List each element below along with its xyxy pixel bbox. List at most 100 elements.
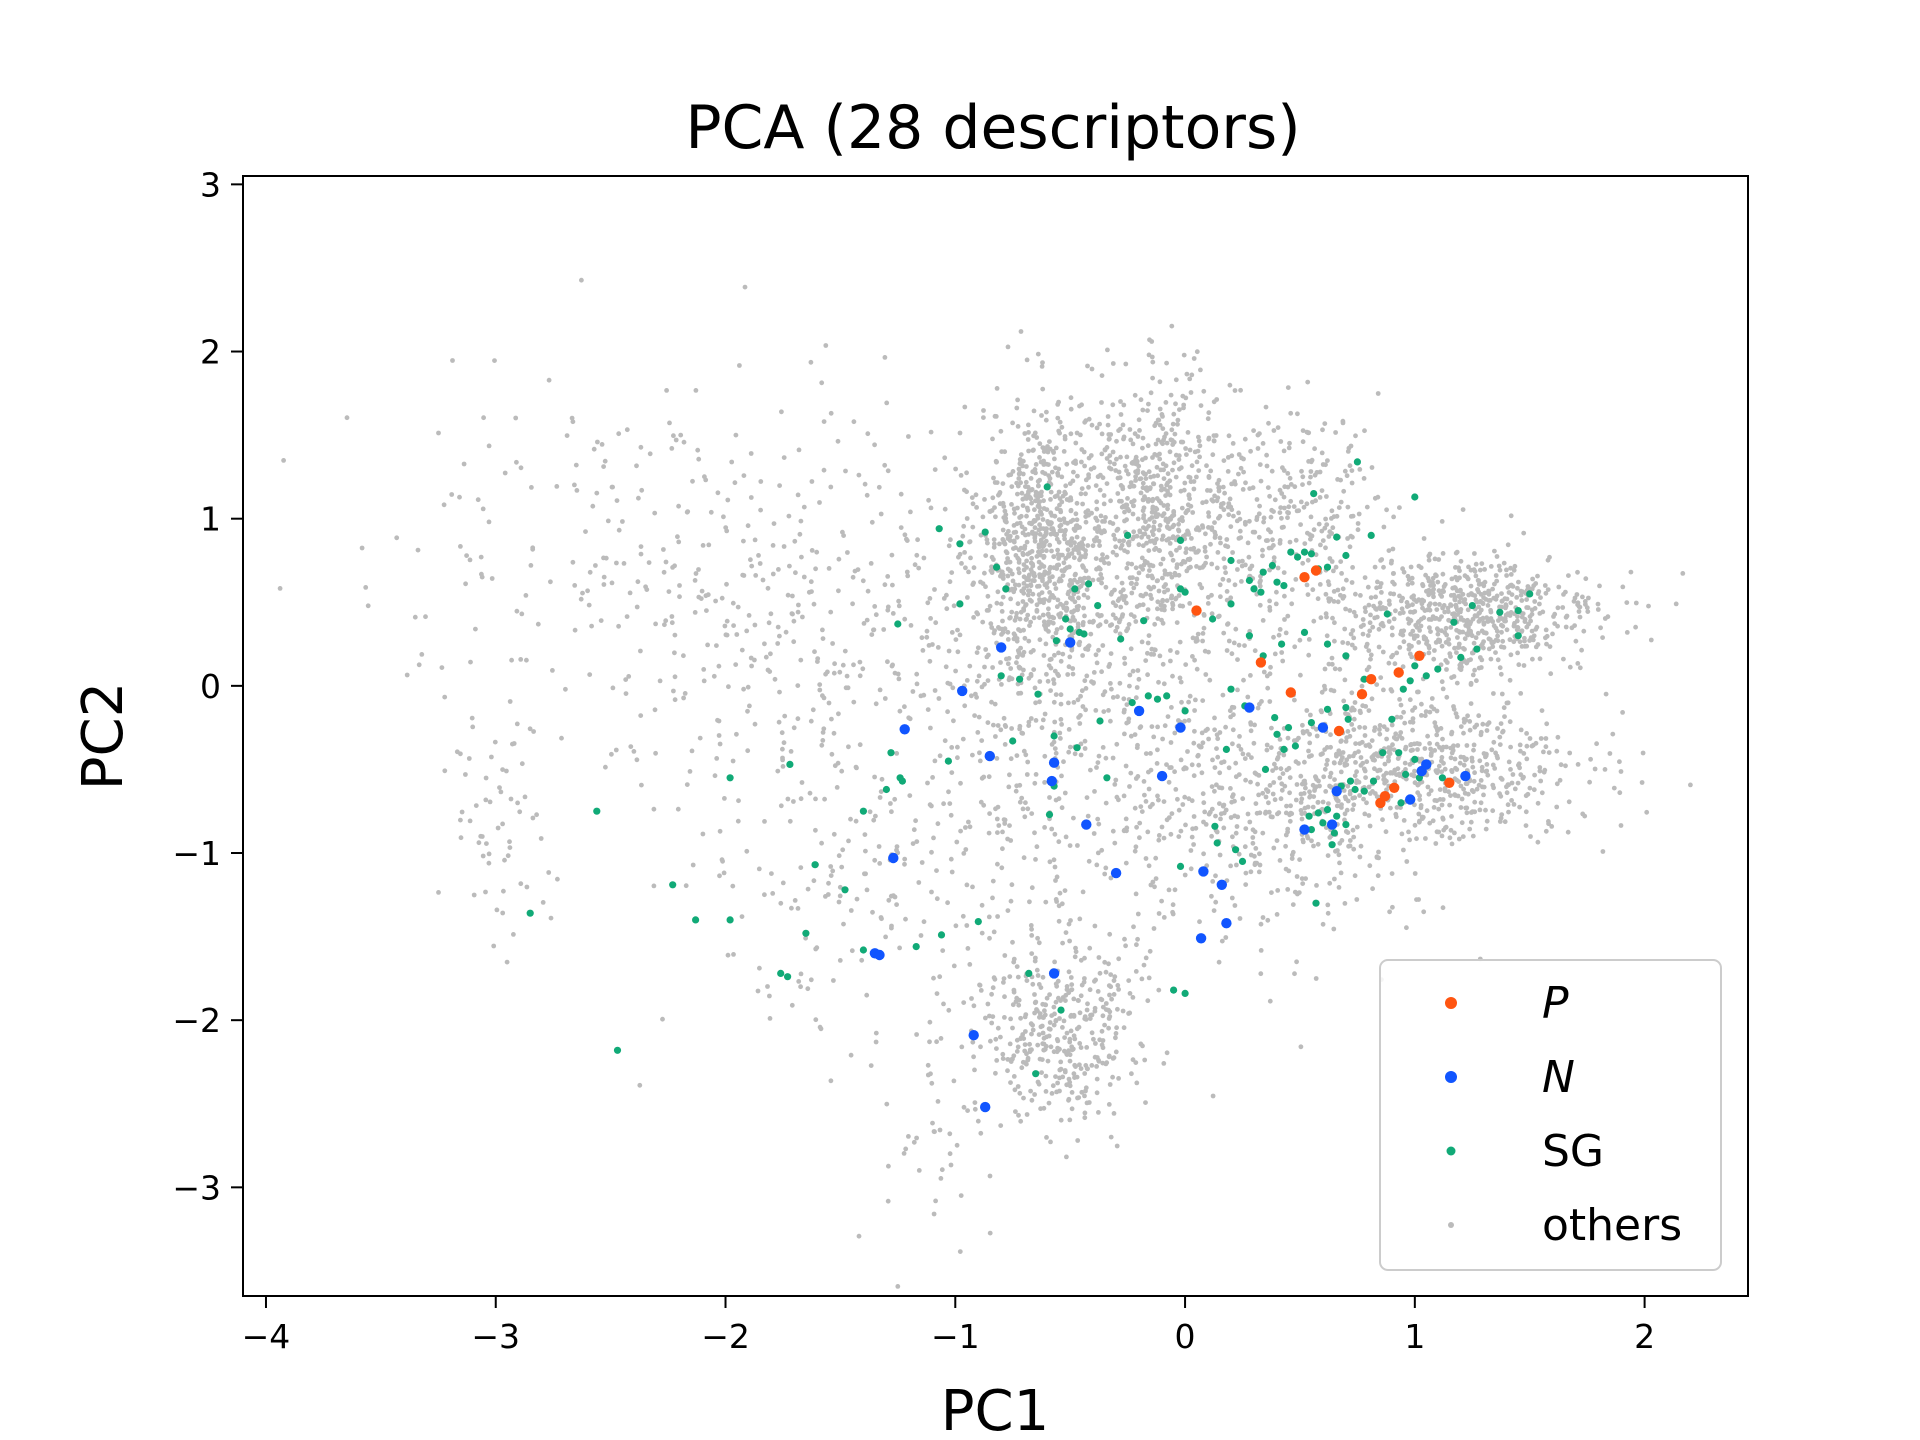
point-others: [1078, 1066, 1084, 1071]
point-others: [993, 1036, 999, 1042]
point-others: [1535, 591, 1541, 596]
point-others: [1005, 573, 1011, 579]
point-others: [1093, 1041, 1098, 1046]
point-others: [1298, 1044, 1304, 1050]
point-others: [1575, 762, 1581, 767]
point-others: [1535, 839, 1541, 845]
point-others: [1038, 985, 1044, 990]
point-others: [1243, 882, 1249, 887]
point-others: [1005, 556, 1010, 561]
point-others: [363, 585, 369, 590]
point-others: [1311, 618, 1317, 624]
point-others: [1476, 713, 1482, 719]
point-others: [1209, 497, 1215, 503]
point-others: [1372, 728, 1377, 733]
point-others: [1107, 1082, 1113, 1087]
point-others: [1037, 1014, 1042, 1020]
point-others: [1512, 563, 1518, 569]
point-others: [1420, 605, 1425, 611]
point-others: [1415, 790, 1421, 796]
point-others: [1052, 959, 1057, 965]
point-others: [1028, 716, 1034, 721]
point-others: [415, 547, 421, 553]
point-others: [1018, 513, 1024, 519]
point-others: [598, 618, 604, 623]
point-others: [1007, 772, 1012, 778]
point-others: [1487, 637, 1493, 642]
point-others: [1096, 1110, 1101, 1115]
point-others: [1042, 780, 1047, 785]
point-others: [1066, 664, 1072, 670]
point-others: [1068, 507, 1074, 513]
point-others: [845, 550, 850, 555]
point-others: [1620, 710, 1625, 715]
point-others: [1087, 987, 1093, 993]
point-others: [1063, 527, 1068, 533]
point-others: [755, 988, 761, 994]
point-others: [1172, 431, 1178, 437]
point-others: [969, 693, 974, 699]
point-others: [1331, 568, 1336, 574]
point-others: [1102, 519, 1107, 524]
point-others: [1084, 1007, 1090, 1013]
point-others: [1199, 770, 1205, 776]
point-others: [1029, 811, 1035, 816]
point-others: [1504, 790, 1510, 796]
point-others: [1448, 755, 1454, 761]
point-others: [1110, 612, 1116, 618]
point-others: [1072, 618, 1078, 623]
point-others: [1071, 815, 1076, 821]
point-others: [1350, 807, 1356, 812]
point-others: [812, 649, 817, 655]
point-others: [1265, 685, 1271, 691]
point-others: [1499, 629, 1504, 635]
point-others: [1083, 519, 1089, 525]
point-others: [1096, 821, 1102, 827]
point-others: [1324, 522, 1330, 527]
point-others: [1156, 987, 1162, 993]
point-others: [481, 415, 486, 421]
point-others: [1480, 721, 1486, 727]
point-others: [871, 627, 877, 633]
point-others: [1202, 548, 1208, 554]
point-others: [1238, 387, 1243, 393]
point-others: [1106, 961, 1111, 967]
point-others: [1316, 521, 1322, 527]
point-others: [1093, 708, 1099, 713]
point-others: [928, 429, 934, 435]
point-others: [989, 564, 994, 570]
point-others: [1257, 602, 1263, 608]
point-others: [1052, 1011, 1057, 1017]
point-others: [958, 780, 963, 786]
point-others: [821, 695, 827, 701]
point-others: [1477, 758, 1483, 764]
point-others: [1071, 555, 1077, 561]
point-others: [1033, 489, 1039, 495]
point-others: [1490, 762, 1496, 768]
point-others: [1016, 582, 1022, 588]
point-others: [949, 745, 955, 750]
point-others: [995, 830, 1000, 835]
point-others: [1085, 813, 1091, 819]
point-others: [853, 818, 859, 824]
point-others: [1117, 538, 1122, 544]
point-others: [1047, 795, 1052, 800]
point-others: [775, 641, 781, 646]
point-others: [1082, 738, 1088, 744]
point-others: [1183, 510, 1189, 516]
point-others: [1002, 817, 1008, 823]
point-others: [514, 459, 519, 465]
point-others: [920, 648, 926, 653]
point-others: [1052, 581, 1058, 587]
point-others: [1216, 477, 1222, 483]
point-others: [1424, 588, 1429, 594]
point-others: [1077, 1010, 1083, 1016]
point-others: [1544, 641, 1549, 647]
point-others: [667, 420, 672, 426]
point-others: [1440, 816, 1446, 822]
point-others: [1264, 463, 1270, 469]
point-others: [1073, 945, 1078, 951]
point-others: [1024, 1061, 1029, 1067]
point-others: [1286, 445, 1292, 451]
point-others: [1283, 832, 1289, 838]
